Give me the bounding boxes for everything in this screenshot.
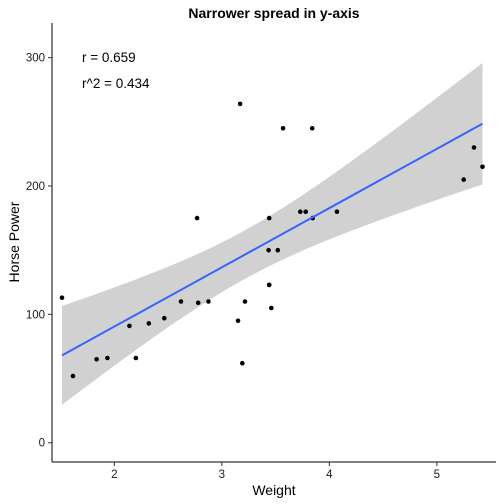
y-tick-label: 0 — [39, 438, 45, 450]
data-point — [236, 319, 241, 324]
x-tick-label: 5 — [434, 469, 440, 481]
data-point — [147, 321, 152, 326]
data-point — [240, 361, 245, 366]
y-tick-label: 300 — [26, 53, 45, 65]
data-point — [196, 301, 201, 306]
data-point — [134, 356, 139, 361]
data-point — [60, 295, 65, 300]
y-tick-label: 200 — [26, 181, 45, 193]
confidence-band — [62, 63, 483, 405]
data-point — [276, 248, 281, 253]
data-point — [269, 306, 274, 311]
x-tick-label: 2 — [111, 469, 117, 481]
data-point — [105, 356, 110, 361]
data-point — [310, 126, 315, 131]
data-point — [303, 209, 308, 214]
x-tick-label: 3 — [219, 469, 225, 481]
data-point — [238, 102, 243, 107]
data-point — [472, 145, 477, 150]
data-point — [267, 283, 272, 288]
data-point — [162, 316, 167, 321]
data-point — [71, 374, 76, 379]
x-axis-title: Weight — [252, 482, 295, 498]
confidence-band-layer — [62, 63, 483, 405]
data-point — [179, 299, 184, 304]
data-point — [243, 299, 248, 304]
data-point — [127, 324, 132, 329]
x-ticks: 2 3 4 5 — [111, 462, 440, 481]
data-point — [480, 165, 485, 170]
data-point — [298, 209, 303, 214]
y-tick-label: 100 — [26, 309, 45, 321]
data-point — [94, 357, 99, 362]
data-point — [335, 209, 340, 214]
y-ticks: 0 100 200 300 — [26, 53, 52, 450]
data-point — [206, 299, 211, 304]
fit-line-layer — [62, 124, 483, 356]
regression-line — [62, 124, 483, 356]
data-point — [266, 248, 271, 253]
chart-title: Narrower spread in y-axis — [188, 5, 359, 21]
data-point — [267, 216, 272, 221]
y-axis-title: Horse Power — [6, 201, 22, 282]
annotation-r: r = 0.659 — [82, 50, 136, 65]
x-tick-label: 4 — [326, 469, 333, 481]
data-point — [461, 177, 466, 182]
data-point — [281, 126, 286, 131]
data-point — [195, 216, 200, 221]
annotation-r2: r^2 = 0.434 — [82, 76, 150, 91]
